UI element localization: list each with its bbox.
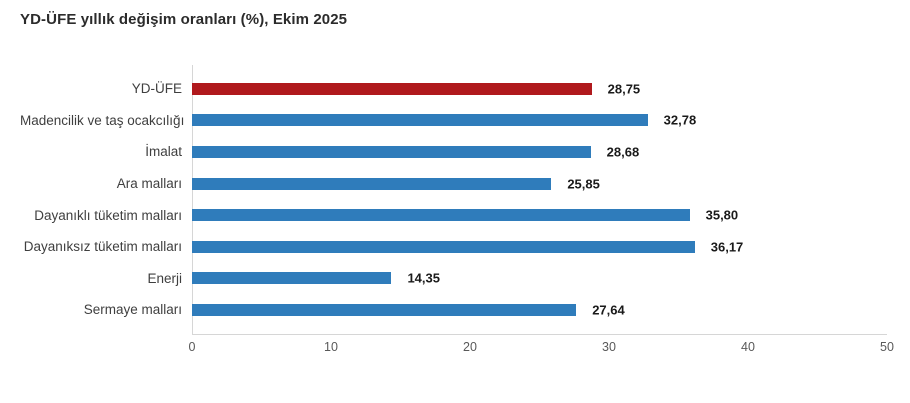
x-tick-label: 0 [188, 339, 196, 354]
x-tick-label: 30 [602, 339, 616, 354]
x-tick-label: 10 [324, 339, 338, 354]
bar-chart: YD-ÜFE 28,75 Madencilik ve taş ocakcılığı 3… [20, 65, 894, 358]
bar-track: 28,75 [192, 73, 887, 105]
x-tick-label: 20 [463, 339, 477, 354]
value-label: 14,35 [407, 270, 440, 286]
category-label: Enerji [147, 270, 182, 286]
bar-row: İmalat 28,68 [20, 136, 887, 168]
x-tick-label: 50 [880, 339, 894, 354]
category-label: Ara malları [116, 176, 182, 192]
category-label: Madencilik ve taş ocakcılığı [20, 112, 185, 128]
bar-row: YD-ÜFE 28,75 [20, 73, 887, 105]
value-label: 25,85 [567, 176, 600, 192]
bar-track: 32,78 [192, 105, 887, 137]
value-label: 36,17 [710, 239, 744, 255]
bar-row: Dayanıklı tüketim malları 35,80 [20, 199, 887, 231]
bar-row: Dayanıksız tüketim malları 36,17 [20, 231, 887, 263]
plot-area: YD-ÜFE 28,75 Madencilik ve taş ocakcılığı 3… [20, 65, 887, 335]
bar-row: Enerji 14,35 [20, 263, 887, 295]
x-axis-ticks: 0 10 20 30 40 50 [188, 339, 894, 358]
value-label: 27,64 [592, 302, 625, 318]
value-label: 35,80 [705, 207, 739, 223]
bar-row: Sermaye malları 27,64 [20, 294, 887, 326]
bar[interactable] [192, 272, 392, 285]
bar[interactable] [192, 82, 592, 95]
category-label: Dayanıksız tüketim malları [23, 239, 182, 255]
bar[interactable] [192, 145, 591, 158]
category-label: Dayanıklı tüketim malları [34, 207, 182, 223]
value-label: 28,68 [606, 144, 640, 160]
value-label: 32,78 [663, 112, 697, 128]
y-axis-line [192, 65, 193, 335]
bar[interactable] [192, 177, 552, 190]
category-label: İmalat [145, 144, 182, 160]
value-label: 28,75 [607, 81, 641, 97]
category-label: Sermaye malları [83, 302, 182, 318]
bar[interactable] [192, 303, 577, 316]
bar-track: 35,80 [192, 199, 887, 231]
bar[interactable] [192, 114, 648, 127]
bar-track: 28,68 [192, 136, 887, 168]
bar[interactable] [192, 240, 695, 253]
bar-row: Ara malları 25,85 [20, 168, 887, 200]
bar-track: 36,17 [192, 231, 887, 263]
bar-track: 25,85 [192, 168, 887, 200]
bar-track: 27,64 [192, 294, 887, 326]
bar-track: 14,35 [192, 263, 887, 295]
bar-row: Madencilik ve taş ocakcılığı 32,78 [20, 105, 887, 137]
category-label: YD-ÜFE [131, 81, 182, 97]
x-tick-label: 40 [741, 339, 755, 354]
bar[interactable] [192, 209, 690, 222]
x-axis-line [192, 333, 887, 335]
chart-title: YD-ÜFE yıllık değişim oranları (%), Ekim… [20, 11, 348, 28]
